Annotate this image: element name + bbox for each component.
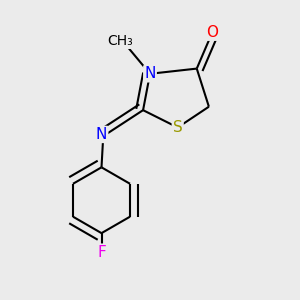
Text: S: S: [173, 120, 183, 135]
Text: CH₃: CH₃: [108, 34, 134, 48]
Text: N: N: [144, 66, 156, 81]
Text: N: N: [96, 127, 107, 142]
Text: O: O: [206, 25, 218, 40]
Text: F: F: [97, 245, 106, 260]
